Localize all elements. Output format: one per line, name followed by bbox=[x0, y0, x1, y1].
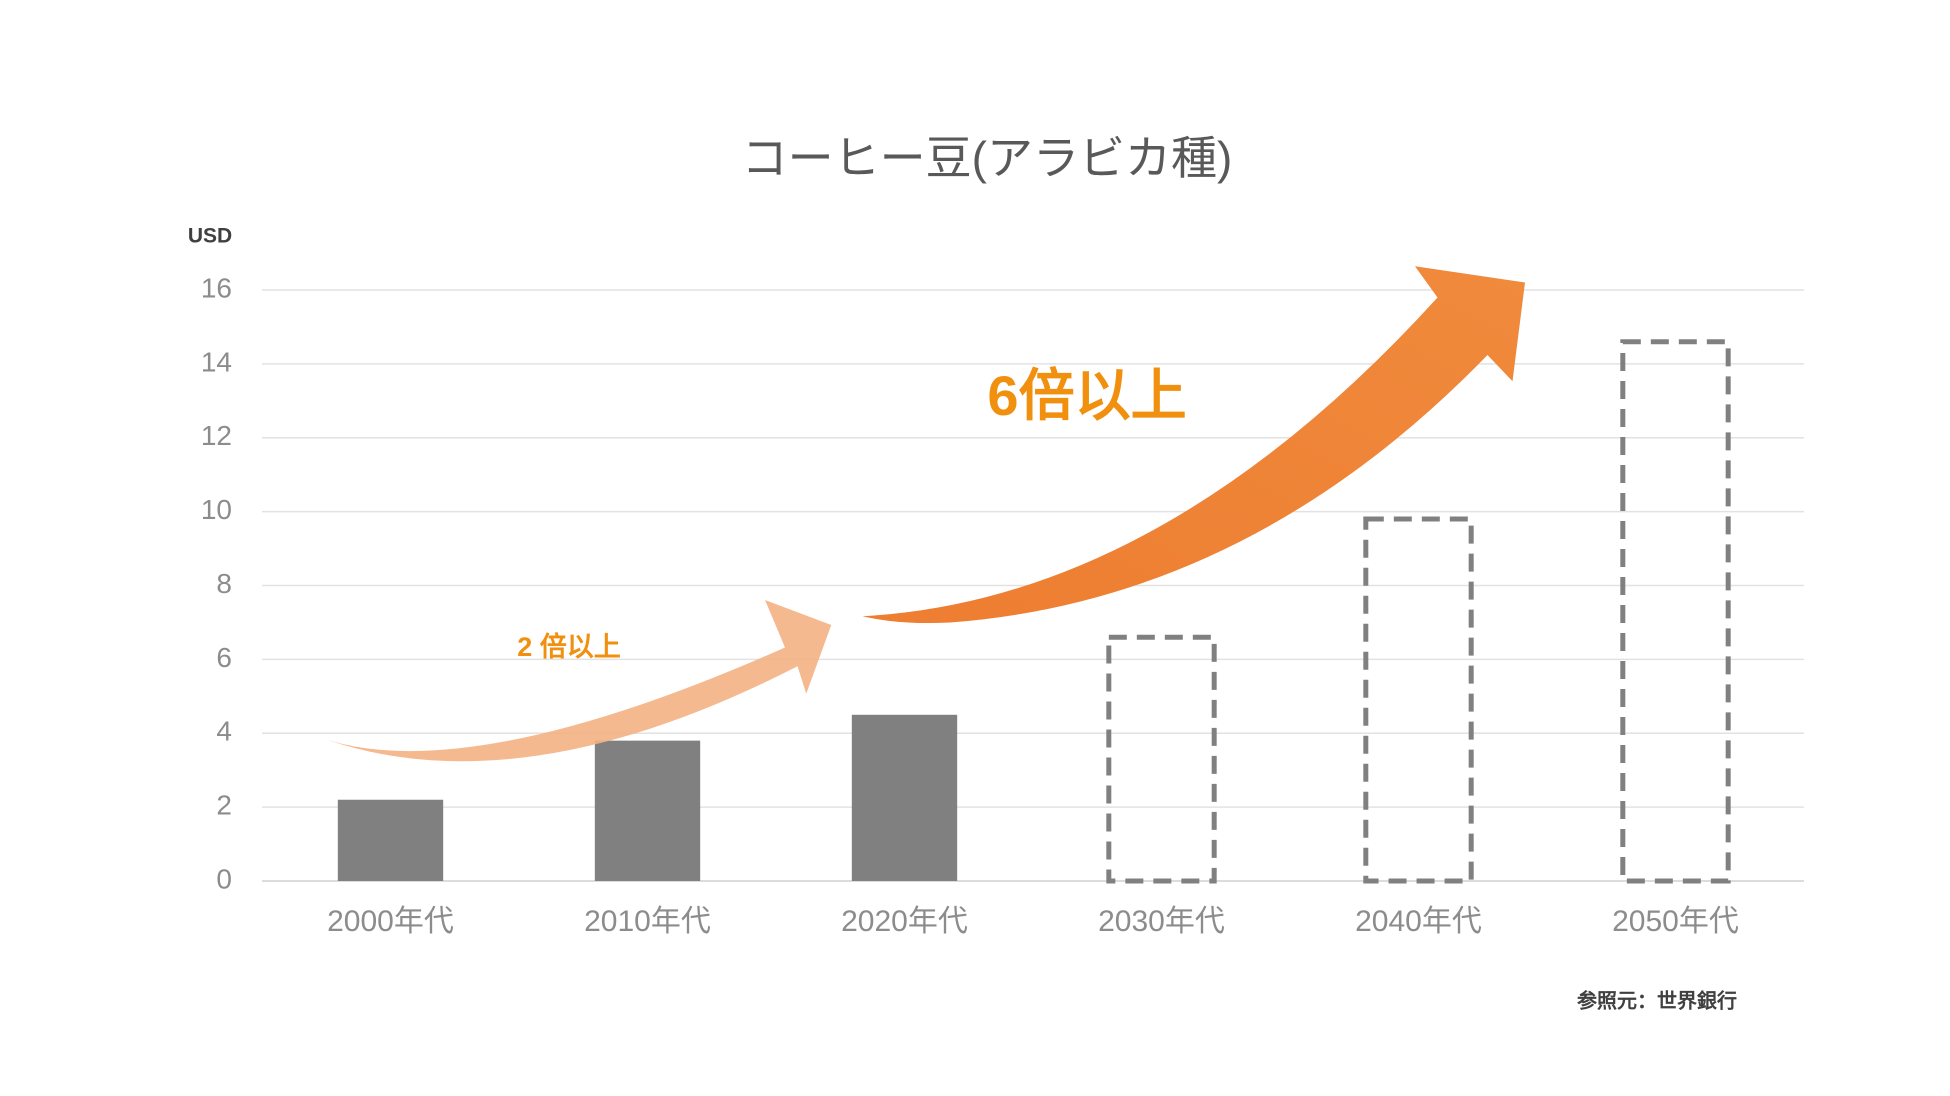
x-tick-label: 2040年代 bbox=[1355, 905, 1482, 938]
y-axis-label: USD bbox=[188, 225, 232, 248]
projected-bar bbox=[1363, 516, 1474, 884]
y-tick-label: 12 bbox=[201, 420, 232, 451]
projected-bar bbox=[1620, 339, 1731, 884]
y-tick-label: 16 bbox=[201, 272, 232, 303]
y-tick-label: 0 bbox=[216, 863, 232, 894]
chart-title: コーヒー豆(アラビカ種) bbox=[742, 132, 1233, 184]
y-tick-label: 6 bbox=[216, 642, 232, 673]
annotation: 6倍以上 bbox=[987, 364, 1186, 427]
projected-bar bbox=[1106, 634, 1217, 884]
x-tick-label: 2050年代 bbox=[1612, 905, 1739, 938]
x-tick-label: 2020年代 bbox=[841, 905, 968, 938]
arrows bbox=[327, 266, 1525, 762]
x-tick-label: 2000年代 bbox=[327, 905, 454, 938]
big-arrow bbox=[862, 266, 1525, 624]
x-tick-label: 2030年代 bbox=[1098, 905, 1225, 938]
y-tick-label: 4 bbox=[216, 716, 232, 747]
y-tick-label: 14 bbox=[201, 346, 232, 377]
x-tick-label: 2010年代 bbox=[584, 905, 711, 938]
y-tick-label: 2 bbox=[216, 790, 232, 821]
annotation: 2 倍以上 bbox=[517, 631, 621, 662]
y-tick-label: 8 bbox=[216, 568, 232, 599]
bar bbox=[594, 740, 701, 881]
bar bbox=[851, 714, 958, 881]
small-arrow bbox=[327, 600, 832, 762]
plot-area: 0 2 4 6 8 10 12 14 16 2000年代 2010年代 2020年代 2030年代 204… bbox=[201, 272, 1804, 938]
source-note: 参照元：世界銀行 bbox=[1577, 988, 1737, 1012]
bar bbox=[337, 799, 444, 881]
y-tick-label: 10 bbox=[201, 494, 232, 525]
